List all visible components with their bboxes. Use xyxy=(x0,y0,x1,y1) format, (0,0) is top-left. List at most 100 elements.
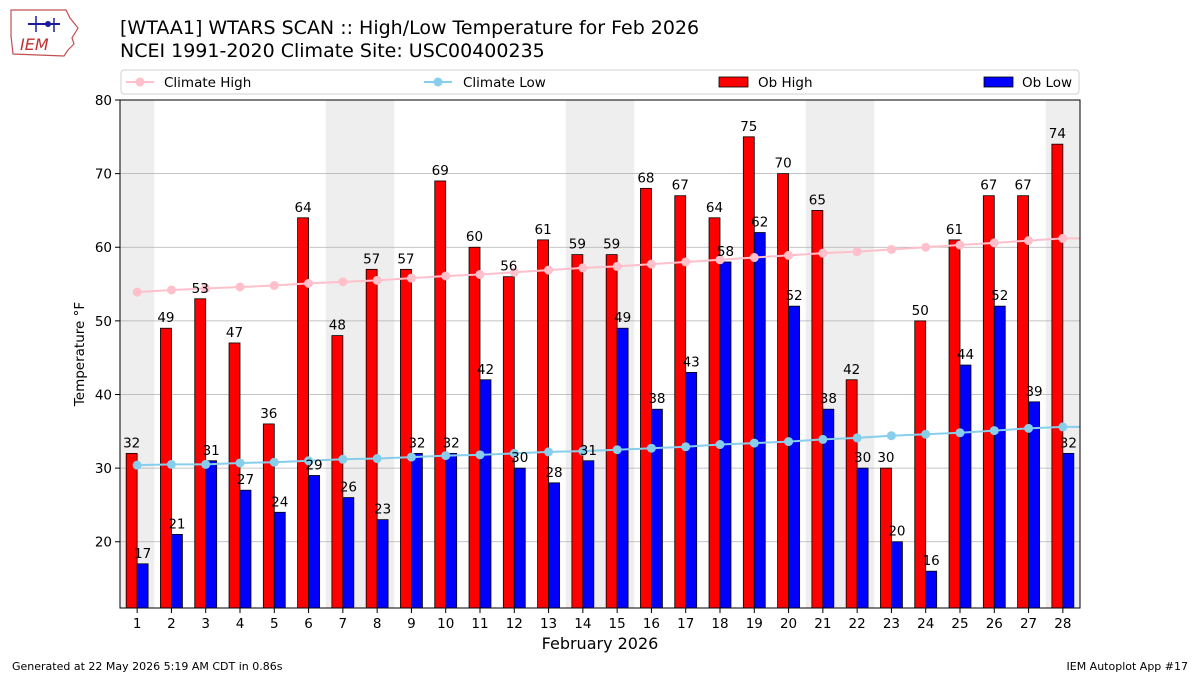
bar-ob-low-5 xyxy=(273,511,286,609)
x-tick-label-18: 18 xyxy=(711,616,728,632)
y-tick-label-80: 80 xyxy=(95,93,112,109)
point-climate-high-3 xyxy=(201,283,211,293)
bar-ob-low-24 xyxy=(925,570,938,609)
point-climate-low-27 xyxy=(1024,423,1034,433)
bar-ob-low-13 xyxy=(548,482,560,609)
label-ob-low-26: 52 xyxy=(991,288,1008,304)
point-climate-low-4 xyxy=(235,458,245,468)
point-climate-low-8 xyxy=(372,454,382,464)
x-tick-label-23: 23 xyxy=(883,616,900,632)
label-ob-high-20: 70 xyxy=(774,156,791,172)
point-climate-high-10 xyxy=(441,271,451,281)
bar-ob-low-4 xyxy=(239,489,252,609)
legend-label-ob-high: Ob High xyxy=(758,75,813,91)
point-climate-low-25 xyxy=(955,428,965,438)
point-climate-low-11 xyxy=(475,450,485,460)
bar-ob-low-7 xyxy=(342,497,355,609)
point-climate-low-13 xyxy=(544,447,554,457)
point-climate-high-25 xyxy=(955,240,965,250)
point-climate-high-21 xyxy=(818,248,828,258)
point-climate-high-2 xyxy=(166,285,176,295)
label-ob-high-3: 53 xyxy=(192,281,209,297)
legend-box xyxy=(120,69,1080,95)
point-climate-high-4 xyxy=(235,282,245,292)
x-tick-label-25: 25 xyxy=(951,616,968,632)
x-axis-label: February 2026 xyxy=(542,634,659,653)
point-climate-high-1 xyxy=(132,287,142,297)
bar-ob-low-3 xyxy=(205,460,218,609)
label-ob-high-14: 59 xyxy=(569,237,586,253)
label-ob-high-11: 60 xyxy=(466,229,483,245)
point-climate-low-18 xyxy=(715,440,725,450)
x-tick-label-21: 21 xyxy=(814,616,831,632)
label-ob-high-18: 64 xyxy=(706,200,723,216)
label-ob-low-25: 44 xyxy=(957,347,974,363)
point-climate-low-1 xyxy=(132,460,142,470)
chart-title: [WTAA1] WTARS SCAN :: High/Low Temperatu… xyxy=(120,17,700,39)
bar-ob-high-26 xyxy=(982,195,995,609)
point-climate-low-23 xyxy=(886,431,896,441)
label-ob-high-4: 47 xyxy=(226,325,243,341)
bar-ob-high-17 xyxy=(674,195,687,609)
plot-frame xyxy=(119,99,1081,609)
label-ob-high-19: 75 xyxy=(740,119,757,135)
label-ob-low-18: 58 xyxy=(717,244,734,260)
bar-ob-low-26 xyxy=(993,305,1006,609)
line-climate-low xyxy=(137,425,1063,467)
bar-ob-low-10 xyxy=(445,452,458,609)
bar-ob-high-19 xyxy=(742,136,755,609)
label-ob-low-11: 42 xyxy=(477,362,494,378)
label-ob-high-13: 61 xyxy=(534,222,551,238)
label-ob-high-23: 30 xyxy=(877,450,894,466)
point-climate-high-12 xyxy=(509,267,519,277)
x-tick-label-15: 15 xyxy=(609,616,626,632)
label-ob-low-7: 26 xyxy=(340,480,357,496)
label-ob-high-7: 48 xyxy=(329,318,346,334)
point-climate-high-23 xyxy=(886,244,896,254)
label-ob-low-17: 43 xyxy=(683,354,700,370)
legend-label-climate-low: Climate Low xyxy=(463,75,546,91)
iowa-state-outline xyxy=(10,9,79,57)
label-ob-low-23: 20 xyxy=(888,524,905,540)
label-ob-low-15: 49 xyxy=(614,310,631,326)
x-tick-label-16: 16 xyxy=(643,616,660,632)
label-ob-low-22: 30 xyxy=(854,450,871,466)
x-tick-label-2: 2 xyxy=(167,616,176,632)
point-climate-high-17 xyxy=(681,257,691,267)
label-ob-low-19: 62 xyxy=(751,215,768,231)
bar-ob-high-5 xyxy=(262,423,275,609)
label-ob-high-8: 57 xyxy=(363,251,380,267)
chart-subtitle: NCEI 1991-2020 Climate Site: USC00400235 xyxy=(120,40,545,62)
point-climate-low-2 xyxy=(166,459,176,469)
x-tick-label-24: 24 xyxy=(917,616,934,632)
app-credit: IEM Autoplot App #17 xyxy=(1066,660,1189,673)
bar-ob-high-28 xyxy=(1051,143,1064,609)
x-tick-label-17: 17 xyxy=(677,616,694,632)
point-climate-low-28 xyxy=(1058,422,1068,432)
point-climate-high-7 xyxy=(338,277,348,287)
label-ob-high-6: 64 xyxy=(294,200,311,216)
label-ob-low-9: 32 xyxy=(408,435,425,451)
bar-ob-low-25 xyxy=(959,364,972,609)
label-ob-high-21: 65 xyxy=(809,192,826,208)
bar-ob-low-12 xyxy=(513,467,526,609)
label-ob-low-8: 23 xyxy=(374,502,391,518)
point-climate-high-13 xyxy=(544,265,554,275)
bar-ob-low-9 xyxy=(411,452,423,609)
point-climate-low-7 xyxy=(338,454,348,464)
x-tick-label-6: 6 xyxy=(304,616,313,632)
x-tick-label-10: 10 xyxy=(437,616,454,632)
point-climate-low-20 xyxy=(784,437,794,447)
point-climate-high-5 xyxy=(269,281,279,291)
label-ob-high-24: 50 xyxy=(912,303,929,319)
point-climate-high-14 xyxy=(578,263,588,273)
x-tick-label-22: 22 xyxy=(849,616,866,632)
label-ob-high-9: 57 xyxy=(397,251,414,267)
label-ob-low-16: 38 xyxy=(648,391,665,407)
bar-ob-high-25 xyxy=(948,239,961,609)
label-ob-high-25: 61 xyxy=(946,222,963,238)
label-ob-low-10: 32 xyxy=(443,435,460,451)
label-ob-low-3: 31 xyxy=(203,443,220,459)
bar-ob-high-20 xyxy=(777,173,789,609)
bar-ob-high-21 xyxy=(811,210,824,609)
